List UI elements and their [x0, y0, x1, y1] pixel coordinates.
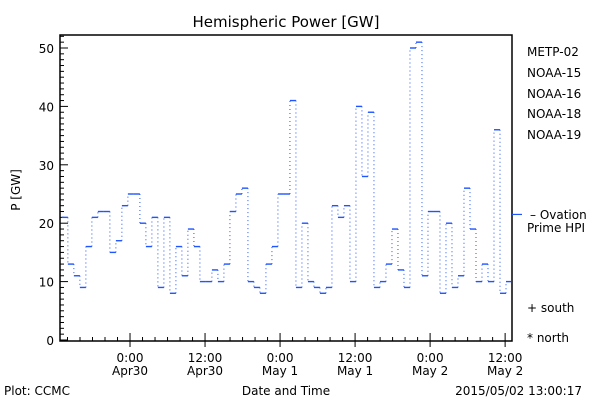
y-tick-label: 50 [39, 42, 54, 56]
legend-north: * north [527, 331, 569, 345]
y-tick-label: 40 [39, 100, 54, 114]
legend-noaa-18: NOAA-18 [527, 107, 581, 121]
legend-noaa-16: NOAA-16 [527, 87, 581, 101]
legend-metp-02: METP-02 [527, 45, 579, 59]
timestamp: 2015/05/02 13:00:17 [455, 384, 582, 398]
x-tick-date: May 2 [487, 364, 523, 378]
y-axis-label: P [GW] [9, 169, 23, 211]
y-axis: 0 10 20 30 40 50 [39, 35, 68, 348]
x-tick-time: 0:00 [267, 351, 294, 365]
legend: METP-02 NOAA-15 NOAA-16 NOAA-18 NOAA-19 … [512, 45, 587, 345]
x-tick-time: 12:00 [338, 351, 373, 365]
legend-noaa-19: NOAA-19 [527, 128, 581, 142]
legend-south: + south [527, 301, 574, 315]
x-tick-date: May 1 [262, 364, 298, 378]
legend-ovation-line2: Prime HPI [527, 221, 585, 235]
x-tick-date: May 1 [337, 364, 373, 378]
chart-title: Hemispheric Power [GW] [193, 13, 380, 31]
y-tick-label: 30 [39, 159, 54, 173]
x-tick-time: 12:00 [188, 351, 223, 365]
y-tick-label: 0 [46, 334, 54, 348]
y-tick-label: 10 [39, 276, 54, 290]
y-tick-label: 20 [39, 217, 54, 231]
x-tick-time: 0:00 [117, 351, 144, 365]
plot-frame [59, 34, 513, 342]
x-tick-date: Apr30 [112, 364, 148, 378]
x-axis-label: Date and Time [242, 384, 330, 398]
legend-noaa-15: NOAA-15 [527, 66, 581, 80]
x-tick-time: 0:00 [417, 351, 444, 365]
x-tick-date: May 2 [412, 364, 448, 378]
plot-credit: Plot: CCMC [4, 384, 70, 398]
x-tick-time: 12:00 [488, 351, 523, 365]
series-noaa-15 [61, 41, 511, 294]
legend-ovation-line1: – Ovation [530, 208, 587, 222]
x-tick-date: Apr30 [187, 364, 223, 378]
